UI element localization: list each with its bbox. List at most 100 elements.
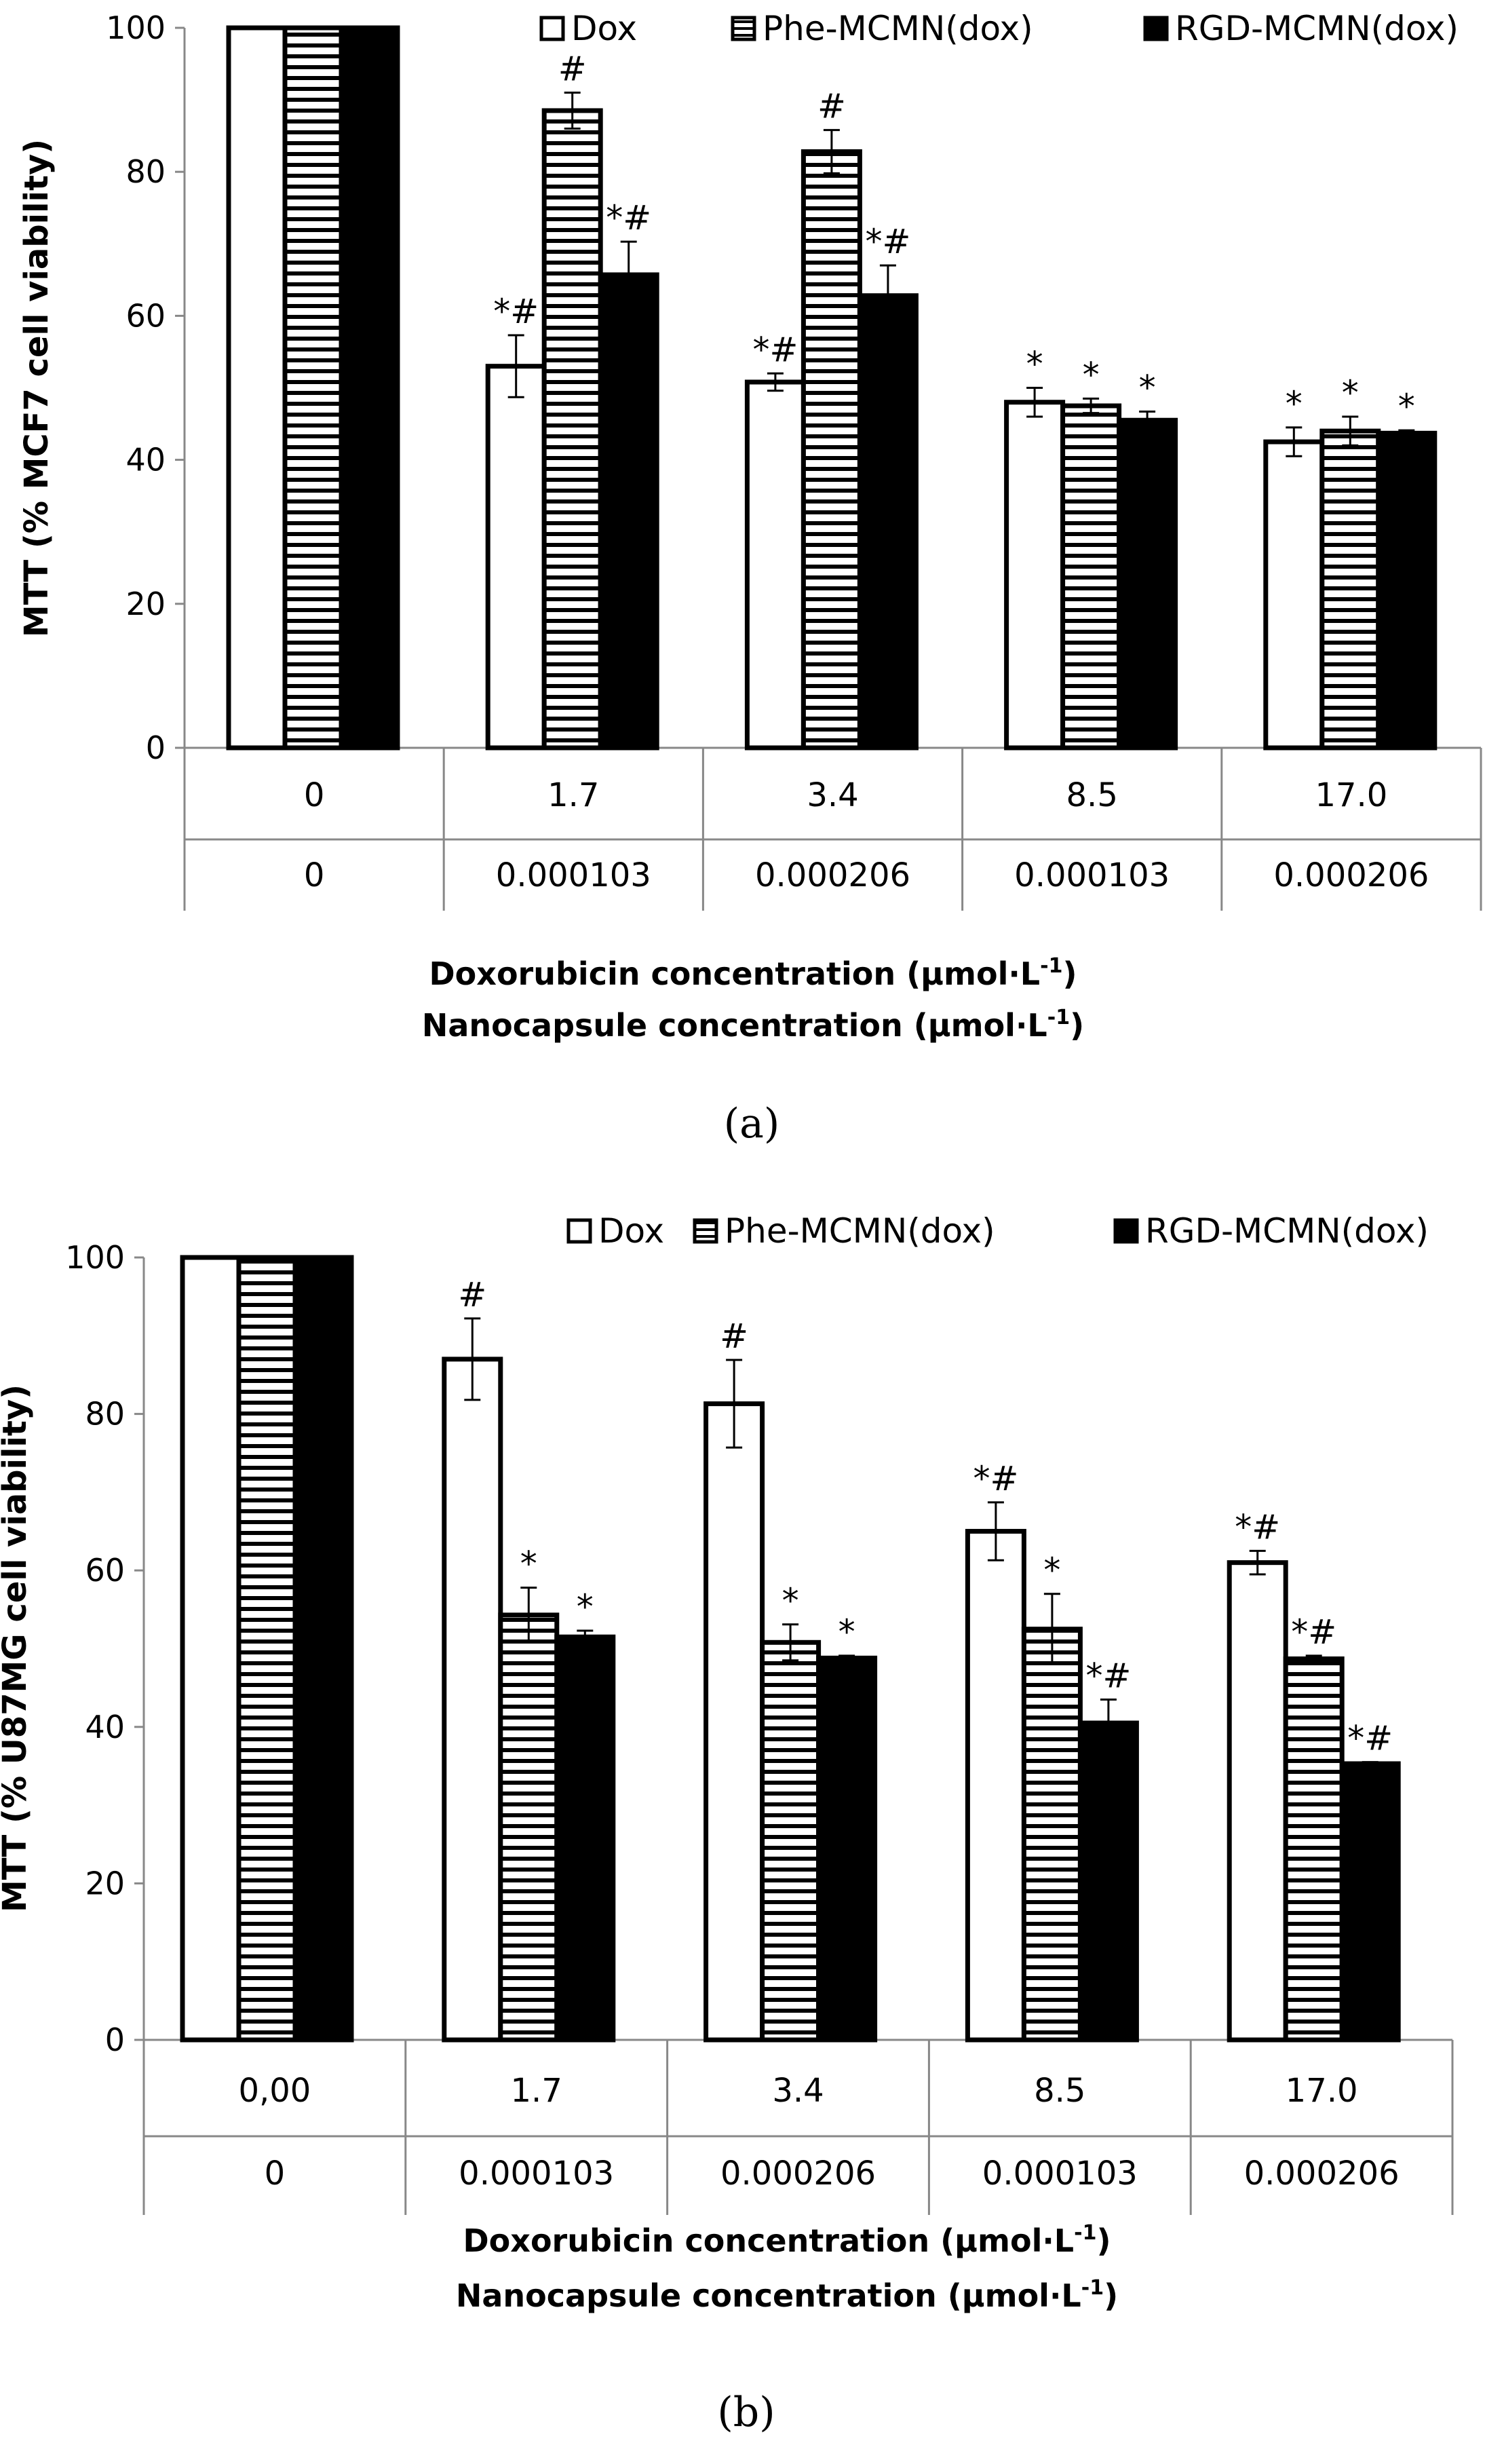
panel-b-bar — [1077, 1720, 1139, 2043]
panel-a-doxorubicin-tick-label: 0 — [304, 776, 325, 814]
panel-b-bar — [292, 1255, 354, 2043]
panel-b-significance-annotation: * — [782, 1581, 799, 1620]
panel-a-significance-annotation: # — [817, 87, 846, 126]
panel-b-y-tick-label: 100 — [65, 1239, 125, 1276]
panel-b-significance-annotation: *# — [1235, 1507, 1280, 1547]
panel-b-legend-label: RGD-MCMN(dox) — [1145, 1211, 1429, 1251]
panel-b-y-tick-label: 20 — [85, 1865, 125, 1901]
panel-a-bar — [541, 108, 603, 751]
panel-b-significance-annotation: *# — [973, 1459, 1018, 1498]
panel-a-significance-annotation: * — [1026, 345, 1043, 384]
panel-a-legend-label: RGD-MCMN(dox) — [1175, 9, 1459, 48]
panel-b-y-tick-label: 60 — [85, 1552, 125, 1589]
panel-b-bar — [554, 1634, 616, 2043]
panel-a-bar — [1319, 428, 1381, 751]
panel-a-nanocapsule-tick-label: 0 — [304, 856, 325, 894]
panel-a-significance-annotation: * — [1342, 373, 1359, 413]
panel-b-nanocapsule-tick-label: 0 — [265, 2155, 286, 2193]
chart-panel-a: 0 20 40 60 80 100 0 0 1.7 0.000103 3.4 0.000206 8.5 0… — [18, 9, 1482, 1148]
panel-a-significance-annotation: *# — [752, 330, 798, 369]
panel-a-bar — [857, 293, 919, 751]
panel-a-y-axis-title: MTT (% MCF7 cell viability) — [18, 139, 56, 637]
panel-a-doxorubicin-tick-label: 1.7 — [547, 776, 599, 814]
panel-b-legend-swatch — [1113, 1218, 1139, 1244]
panel-b-nanocapsule-tick-label: 0.000103 — [982, 2155, 1138, 2193]
panel-a-nanocapsule-tick-label: 0.000103 — [1014, 856, 1170, 894]
panel-b-x-axis-title: Nanocapsule concentration (μmol·L-1) — [456, 2276, 1118, 2314]
panel-b-legend-swatch — [693, 1218, 718, 1244]
panel-a-bar — [744, 379, 806, 751]
panel-a-nanocapsule-tick-label: 0.000206 — [755, 856, 910, 894]
panel-b-nanocapsule-tick-label: 0.000206 — [720, 2155, 876, 2193]
panel-b-significance-annotation: * — [577, 1587, 594, 1627]
panel-b-legend-swatch — [566, 1218, 592, 1244]
panel-a-nanocapsule-tick-label: 0.000206 — [1273, 856, 1429, 894]
panel-b-significance-annotation: * — [1043, 1551, 1060, 1590]
panel-a-x-axis-title: Doxorubicin concentration (μmol·L-1) — [429, 954, 1077, 992]
panel-a-bar — [801, 149, 862, 751]
panel-a-bar — [1376, 430, 1438, 751]
panel-b-bar — [703, 1401, 765, 2043]
panel-a-legend-swatch — [731, 16, 756, 41]
panel-b-y-tick-label: 80 — [85, 1396, 125, 1433]
panel-b-significance-annotation: *# — [1347, 1719, 1393, 1758]
panel-b-y-tick-label: 40 — [85, 1709, 125, 1745]
panel-a-nanocapsule-tick-label: 0.000103 — [496, 856, 651, 894]
panel-b-bar — [1339, 1761, 1401, 2043]
panel-b-bar — [1283, 1656, 1345, 2043]
panel-a-doxorubicin-tick-label: 8.5 — [1066, 776, 1118, 814]
panel-a-bar — [485, 364, 547, 751]
panel-a-doxorubicin-tick-label: 3.4 — [807, 776, 858, 814]
panel-b-doxorubicin-tick-label: 1.7 — [511, 2072, 562, 2110]
panel-b-doxorubicin-tick-label: 8.5 — [1034, 2072, 1085, 2110]
panel-a-y-tick-label: 40 — [126, 442, 166, 478]
panel-b-legend-label: Phe-MCMN(dox) — [725, 1211, 995, 1251]
panel-b-doxorubicin-tick-label: 0,00 — [238, 2072, 311, 2110]
panel-b-legend-label: Dox — [598, 1211, 664, 1251]
panel-b-bar — [236, 1255, 298, 2043]
panel-b-panel-label: (b) — [717, 2389, 775, 2436]
panel-b-doxorubicin-tick-label: 17.0 — [1286, 2072, 1358, 2110]
panel-b-doxorubicin-tick-label: 3.4 — [772, 2072, 824, 2110]
panel-a-bar — [1263, 439, 1325, 751]
panel-b-significance-annotation: *# — [1291, 1612, 1336, 1652]
panel-a-significance-annotation: * — [1139, 368, 1156, 408]
panel-a-y-tick-label: 80 — [126, 153, 166, 190]
panel-a-significance-annotation: * — [1398, 387, 1415, 426]
panel-a-bar — [598, 272, 659, 751]
panel-b-bar — [498, 1612, 560, 2043]
panel-a-bar — [339, 25, 400, 751]
panel-b-bar — [1227, 1560, 1288, 2043]
panel-b-significance-annotation: # — [720, 1316, 748, 1356]
panel-b-significance-annotation: * — [838, 1612, 855, 1652]
panel-a-significance-annotation: *# — [865, 222, 910, 261]
panel-b-bar — [442, 1357, 503, 2043]
panel-b-x-axis-title: Doxorubicin concentration (μmol·L-1) — [463, 2221, 1111, 2259]
panel-a-y-tick-label: 20 — [126, 586, 166, 622]
panel-a-bar — [1060, 403, 1122, 751]
panel-b-y-axis-title: MTT (% U87MG cell viability) — [0, 1384, 34, 1912]
panel-a-bar — [1004, 400, 1066, 751]
panel-a-bar — [1117, 417, 1178, 751]
panel-b-bar — [760, 1639, 822, 2043]
panel-a-bar — [282, 25, 344, 751]
panel-a-legend-swatch — [1143, 16, 1169, 41]
panel-a-x-axis-title: Nanocapsule concentration (μmol·L-1) — [422, 1006, 1084, 1044]
panel-b-bar — [816, 1655, 878, 2043]
panel-a-significance-annotation: *# — [606, 198, 651, 238]
panel-a-significance-annotation: # — [558, 49, 587, 88]
panel-b-bar — [1021, 1627, 1083, 2043]
panel-a-legend-swatch — [539, 16, 565, 41]
panel-b-significance-annotation: *# — [1085, 1656, 1131, 1695]
panel-b-nanocapsule-tick-label: 0.000103 — [459, 2155, 614, 2193]
panel-b-nanocapsule-tick-label: 0.000206 — [1244, 2155, 1400, 2193]
panel-a-legend-label: Phe-MCMN(dox) — [763, 9, 1033, 48]
panel-a-y-tick-label: 60 — [126, 297, 166, 334]
panel-b-bar — [965, 1529, 1026, 2043]
panel-a-significance-annotation: *# — [493, 292, 539, 331]
panel-a-significance-annotation: * — [1286, 384, 1303, 423]
panel-b-significance-annotation: * — [520, 1544, 537, 1584]
panel-a-panel-label: (a) — [724, 1100, 780, 1148]
panel-a-bar — [226, 25, 288, 751]
panel-a-doxorubicin-tick-label: 17.0 — [1315, 776, 1387, 814]
